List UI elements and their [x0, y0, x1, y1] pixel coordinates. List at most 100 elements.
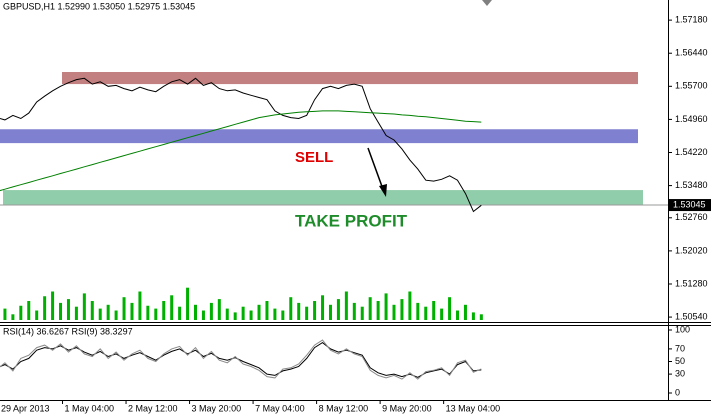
volume-bar [471, 312, 475, 320]
volume-bar [241, 306, 245, 320]
volume-bar [27, 301, 31, 320]
volume-bar [400, 299, 404, 320]
y-tick-label: 1.50540 [675, 311, 708, 321]
x-tick-label: 9 May 20:00 [382, 403, 432, 413]
volume-bar [82, 293, 86, 320]
x-tick-label: 1 May 04:00 [65, 403, 115, 413]
volume-bar [51, 291, 55, 320]
volume-bar [138, 291, 142, 320]
volume-bar [416, 302, 420, 320]
rsi-title: RSI(14) 36.6267 RSI(9) 38.3297 [3, 326, 133, 336]
volume-bar [448, 297, 452, 320]
volume-bar [35, 310, 39, 320]
volume-bar [273, 308, 277, 320]
y-tick-label: 1.54960 [675, 114, 708, 124]
volume-bar [463, 304, 467, 320]
price-line [0, 77, 482, 213]
y-tick-label: 1.54220 [675, 147, 708, 157]
marks-layer [0, 77, 668, 380]
volume-bar [368, 297, 372, 320]
y-tick-label: 50 [675, 356, 685, 366]
volume-bar [194, 304, 197, 320]
volume-bar [440, 308, 444, 320]
volume-bar [281, 310, 285, 320]
y-tick-label: 0 [675, 387, 680, 397]
volume-bar [178, 306, 182, 320]
y-tick-label: 1.51280 [675, 278, 708, 288]
volume-bar [59, 302, 63, 320]
volume-bar [321, 295, 325, 320]
arrow [367, 147, 385, 193]
x-tick-label: 13 May 04:00 [446, 403, 501, 413]
volume-bar [209, 302, 213, 320]
y-tick-label: 1.56440 [675, 48, 708, 58]
volume-bar [432, 301, 436, 320]
shift-marker [482, 0, 492, 6]
volume-bar [352, 302, 356, 320]
volume-bar [424, 306, 428, 320]
volume-bar [43, 296, 47, 320]
last-price-box [669, 199, 711, 212]
y-tick-label: 1.52020 [675, 245, 708, 255]
volume-bar [265, 301, 269, 320]
y-tick-label: 1.55700 [675, 81, 708, 91]
volume-bar [106, 304, 110, 320]
volume-bar [122, 297, 126, 320]
x-tick-label: 7 May 04:00 [255, 403, 305, 413]
zone [3, 190, 643, 205]
x-tick-label: 29 Apr 2013 [1, 403, 50, 413]
volume-bar [90, 301, 94, 320]
volume-bar [297, 302, 301, 320]
last-price-label: 1.53045 [673, 199, 706, 209]
zone [62, 72, 638, 85]
volume-bar [98, 308, 102, 320]
volume-bar [257, 304, 261, 320]
volume-bar [289, 297, 293, 320]
x-tick-label: 3 May 20:00 [192, 403, 242, 413]
y-tick-label: 1.57180 [675, 15, 708, 25]
volume-bar [305, 306, 309, 320]
volume-bar [313, 301, 317, 320]
volume-bar [11, 314, 15, 320]
volume-bar [201, 310, 205, 320]
volume-bar [456, 310, 460, 320]
y-tick-label: 70 [675, 343, 685, 353]
volume-bar [408, 291, 412, 320]
volume-bar [170, 295, 174, 320]
price-line [0, 110, 482, 192]
volume-bar [146, 305, 150, 320]
y-tick-label: 30 [675, 368, 685, 378]
volume-bar [114, 310, 118, 320]
volume-bar [186, 287, 190, 320]
volume-bar [162, 301, 166, 320]
volume-bar [225, 308, 229, 320]
volume-bar [3, 308, 7, 320]
x-tick-label: 8 May 12:00 [319, 403, 369, 413]
volume-bar [328, 304, 332, 320]
x-tick-label: 2 May 12:00 [128, 403, 178, 413]
zones-layer [0, 72, 643, 205]
volume-bar [376, 301, 380, 320]
y-tick-label: 1.52760 [675, 212, 708, 222]
y-tick-label: 100 [675, 324, 690, 334]
volume-bar [66, 299, 70, 320]
volume-bar [233, 312, 237, 320]
volume-bar [130, 302, 134, 320]
volume-bar [479, 314, 483, 320]
volume-bar [360, 306, 364, 320]
volume-bar [336, 299, 340, 320]
volume-bar [154, 308, 158, 320]
arrow-head [379, 184, 387, 197]
annotation: SELL [295, 149, 333, 166]
volume-bar [249, 310, 253, 320]
volume-bar [344, 291, 348, 320]
price-line [0, 339, 482, 380]
volume-bar [19, 305, 23, 320]
chart-title: GBPUSD,H1 1.52990 1.53050 1.52975 1.5304… [3, 1, 195, 11]
volume-bar [217, 299, 221, 320]
annotation: TAKE PROFIT [295, 211, 408, 230]
volume-bar [384, 293, 388, 320]
